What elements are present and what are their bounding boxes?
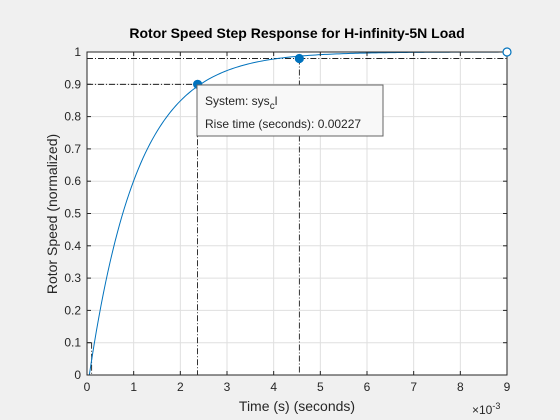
x-tick-label: 1	[130, 380, 137, 394]
datatip-system-line: System: syscl	[205, 94, 277, 112]
y-tick-label: 1	[74, 45, 81, 59]
y-tick-labels: 0 0.1 0.2 0.3 0.4 0.5 0.6 0.7 0.8 0.9 1	[64, 45, 81, 382]
datatip[interactable]: System: syscl Rise time (seconds): 0.002…	[196, 84, 384, 137]
x-tick-label: 7	[410, 380, 417, 394]
x-tick-label: 8	[457, 380, 464, 394]
datatip-system-suffix: l	[275, 94, 278, 108]
x-tick-label: 6	[364, 380, 371, 394]
y-tick-label: 0.6	[64, 174, 81, 188]
x-exponent-label: ×10-3	[472, 401, 500, 417]
chart-title: Rotor Speed Step Response for H-infinity…	[129, 25, 464, 41]
x-tick-label: 4	[270, 380, 277, 394]
datatip-system-subscript: c	[270, 101, 275, 112]
x-tick-labels: 0 1 2 3 4 5 6 7 8 9	[84, 380, 511, 394]
x-tick-label: 3	[224, 380, 231, 394]
y-tick-label: 0.2	[64, 303, 81, 317]
y-tick-label: 0.3	[64, 271, 81, 285]
x-exponent-power: -3	[492, 401, 500, 411]
y-tick-label: 0.4	[64, 239, 81, 253]
datatip-box[interactable]	[196, 84, 384, 137]
y-tick-label: 0.1	[64, 336, 81, 350]
x-tick-label: 0	[84, 380, 91, 394]
y-axis-label: Rotor Speed (normalized)	[44, 134, 60, 294]
y-tick-label: 0.7	[64, 142, 81, 156]
y-tick-label: 0.8	[64, 110, 81, 124]
x-tick-label: 2	[177, 380, 184, 394]
tick-marks	[86, 51, 508, 376]
x-exponent-base: ×10	[472, 403, 493, 417]
y-tick-label: 0.9	[64, 77, 81, 91]
x-tick-label: 5	[317, 380, 324, 394]
x-axis-label: Time (s) (seconds)	[239, 398, 355, 414]
final-value-marker	[502, 47, 512, 57]
y-tick-label: 0.5	[64, 207, 81, 221]
markers-layer	[193, 47, 512, 89]
data-marker	[294, 53, 304, 64]
x-tick-label: 9	[504, 380, 511, 394]
datatip-rise-time: Rise time (seconds): 0.00227	[205, 117, 361, 131]
y-tick-label: 0	[74, 368, 81, 382]
datatip-system-prefix: System: sys	[205, 94, 270, 108]
